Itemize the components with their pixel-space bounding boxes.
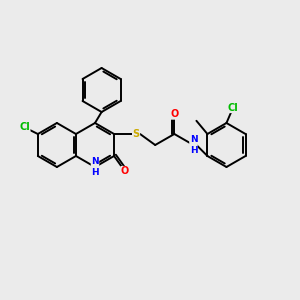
Text: Cl: Cl [19, 122, 30, 132]
Text: S: S [133, 129, 140, 139]
Text: Cl: Cl [228, 103, 238, 112]
Text: N
H: N H [190, 135, 197, 155]
Text: N
H: N H [91, 157, 99, 177]
Text: O: O [170, 109, 178, 119]
Text: O: O [121, 167, 129, 176]
